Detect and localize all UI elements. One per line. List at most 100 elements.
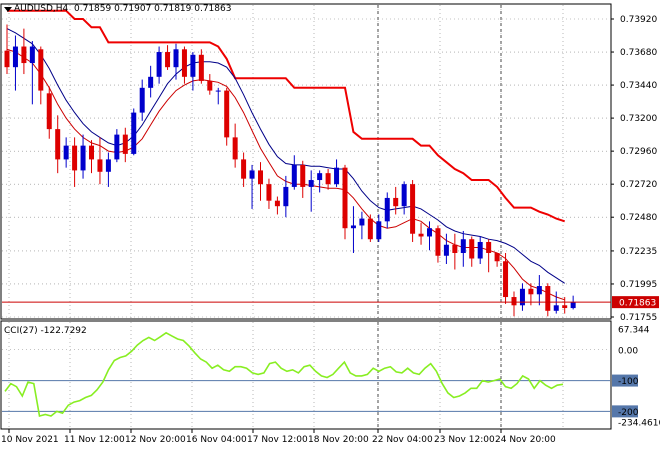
candle-body [418,233,424,237]
candle-body [165,52,171,68]
candle-body [503,261,509,298]
candle-body [224,90,230,138]
cci-tick-label: -100 [618,377,639,387]
candle-body [63,145,69,160]
price-tick-label: 0.72235 [620,247,657,257]
time-tick-label: 18 Nov 20:00 [308,435,369,445]
candle-body [536,286,542,295]
candle-body [376,221,382,240]
candle-body [553,305,559,311]
candle-body [494,252,500,262]
cci-tick-label: -234.4616 [618,419,660,429]
candle-body [410,184,416,234]
candle-body [511,297,517,306]
candle-body [443,244,449,256]
candle-body [452,244,458,253]
candle-body [258,170,263,185]
time-tick-label: 22 Nov 04:00 [372,435,433,445]
candle-body [173,49,179,68]
candle-body [122,134,128,154]
candle-body [12,46,18,68]
cci-tick-label: 0.00 [618,346,638,356]
candle-body [4,50,10,68]
cci-panel [0,320,612,430]
price-tick-label: 0.71755 [620,313,657,323]
price-tick-label: 0.71995 [620,280,657,290]
candle-body [427,228,432,237]
price-tick-label: 0.73200 [620,114,657,124]
price-tick-label: 0.73680 [620,48,657,58]
candle-body [308,180,314,187]
candle-body [469,239,475,259]
cci-line [4,331,564,417]
candle-body [38,49,44,91]
candle-body [21,46,27,64]
candle-body [325,173,331,185]
symbol-ohlc-label: AUDUSD,H4 0.71859 0.71907 0.71819 0.7186… [14,4,231,14]
candle-body [89,145,94,160]
candle-body [241,159,247,179]
price-tick-label: 0.72960 [620,147,657,157]
candle-body [55,129,61,160]
candle-body [460,239,466,253]
candle-body [139,87,145,113]
candle-body [435,228,441,256]
price-tick-label: 0.72720 [620,180,657,190]
upper-band-line [7,9,566,223]
price-panel [0,3,612,320]
time-tick-label: 16 Nov 04:00 [186,435,247,445]
candle-body [384,197,390,222]
price-tick-label: 0.73440 [620,81,657,91]
candle-body [359,218,365,226]
candle-body [80,145,86,171]
candle-body [570,302,576,309]
candle-body [29,46,35,64]
candle-body [181,49,187,77]
time-tick-label: 12 Nov 20:00 [125,435,186,445]
candle-body [232,137,238,160]
candle-body [215,90,221,92]
candle-body [401,184,407,207]
dropdown-triangle-icon[interactable] [4,7,12,12]
candle-body [105,159,111,172]
cci-level-tag [612,405,638,418]
candle-body [114,134,120,160]
candle-body [72,145,78,171]
price-tick-label: 0.73920 [620,15,657,25]
candle-body [249,170,255,179]
time-tick-label: 11 Nov 12:00 [64,435,125,445]
symbol-label: AUDUSD,H4 [14,4,69,14]
candle-body [198,54,204,81]
time-tick-label: 23 Nov 12:00 [434,435,495,445]
candle-body [274,200,280,207]
candle-body [156,52,162,77]
candle-body [334,167,340,185]
candle-body [367,218,373,240]
candle-body [190,54,196,77]
candle-body [317,173,323,181]
candle-body [393,197,399,207]
candle-body [46,93,52,130]
candle-body [291,164,297,187]
cci-level-tag [612,374,638,387]
candle-body [266,184,272,201]
cci-label: CCI(27) -122.7292 [4,326,87,336]
candle-body [148,76,154,88]
current-price-tag-label: 0.71863 [619,299,656,309]
candle-body [545,286,551,311]
price-tick-label: 0.72480 [620,213,657,223]
time-tick-label: 10 Nov 2021 [1,435,59,445]
candle-body [477,241,483,259]
candle-body [342,167,348,229]
cci-tick-label: 67.344 [618,326,650,336]
time-tick-label: 24 Nov 20:00 [495,435,556,445]
candle-body [486,241,492,253]
candle-body [300,164,306,187]
cci-tick-label: -200 [618,408,639,418]
candle-body [207,80,213,91]
current-price-tag [612,296,659,309]
ohlc-values: 0.71859 0.71907 0.71819 0.71863 [74,4,232,14]
candle-body [519,288,525,306]
candle-body [562,305,568,309]
